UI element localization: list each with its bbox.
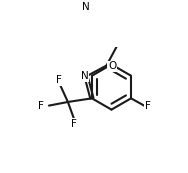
Text: N: N <box>81 71 89 81</box>
Text: F: F <box>71 119 77 129</box>
Text: F: F <box>38 101 44 111</box>
Text: O: O <box>108 61 116 71</box>
Text: F: F <box>56 75 62 85</box>
Text: N: N <box>82 2 90 12</box>
Text: F: F <box>145 101 151 111</box>
